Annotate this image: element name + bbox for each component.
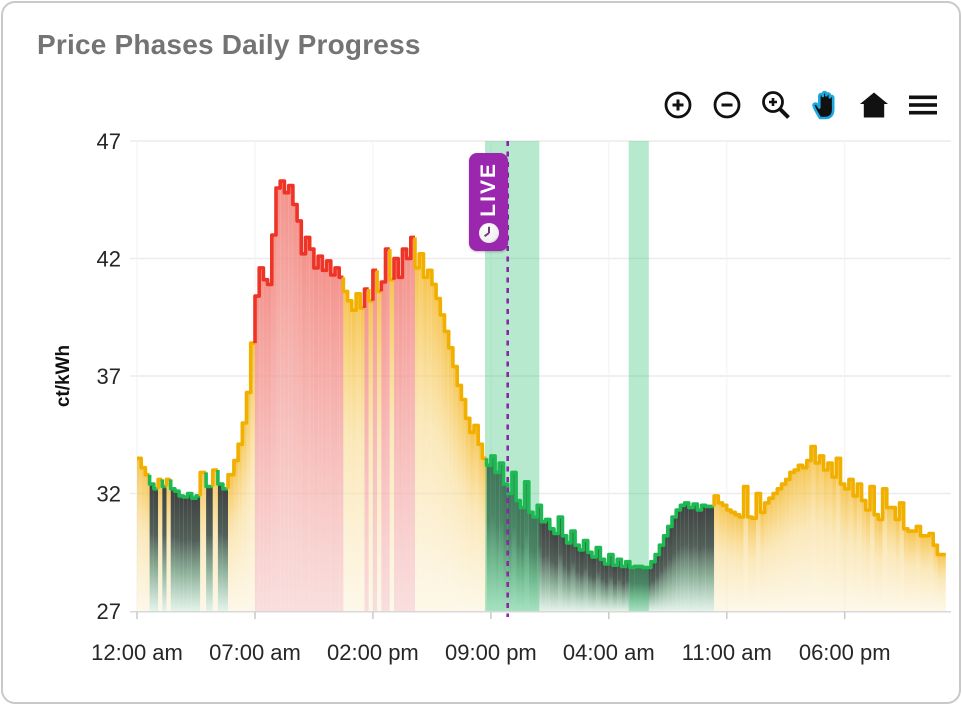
menu-icon	[907, 89, 939, 121]
svg-text:47: 47	[97, 129, 121, 154]
svg-text:27: 27	[97, 599, 121, 624]
zoom-out-button[interactable]	[707, 85, 747, 125]
zoom-in-button[interactable]	[658, 85, 698, 125]
zoom-out-icon	[711, 89, 743, 121]
menu-button[interactable]	[903, 85, 943, 125]
svg-text:04:00 am: 04:00 am	[563, 640, 655, 665]
live-badge-label: LIVE	[477, 162, 500, 217]
price-area-fills	[137, 181, 946, 612]
home-button[interactable]	[854, 85, 894, 125]
svg-text:09:00 pm: 09:00 pm	[445, 640, 537, 665]
zoom-in-icon	[662, 89, 694, 121]
pan-icon	[808, 88, 842, 122]
pan-button[interactable]	[805, 85, 845, 125]
svg-text:07:00 am: 07:00 am	[209, 640, 301, 665]
svg-text:06:00 pm: 06:00 pm	[799, 640, 891, 665]
svg-text:11:00 am: 11:00 am	[682, 640, 772, 665]
chart-toolbar	[658, 85, 943, 125]
highlight-bands	[485, 141, 649, 611]
page-title: Price Phases Daily Progress	[37, 29, 421, 60]
price-phases-chart[interactable]: 12:00 am 07:00 am 02:00 pm 09:00 pm 04:00 am…	[3, 3, 961, 704]
box-zoom-button[interactable]	[756, 85, 796, 125]
svg-text:02:00 pm: 02:00 pm	[327, 640, 419, 665]
price-line	[137, 179, 946, 570]
home-icon	[857, 88, 891, 122]
svg-text:37: 37	[97, 364, 121, 389]
svg-text:42: 42	[97, 247, 121, 272]
svg-text:32: 32	[97, 482, 121, 507]
clock-icon	[478, 222, 500, 244]
y-axis-title: ct/kWh	[53, 345, 74, 407]
plot-area[interactable]	[130, 141, 951, 611]
svg-text:12:00 am: 12:00 am	[91, 640, 183, 665]
box-zoom-icon	[760, 89, 792, 121]
x-axis: 12:00 am 07:00 am 02:00 pm 09:00 pm 04:00 am…	[91, 611, 951, 665]
live-badge: LIVE	[469, 153, 508, 251]
y-axis: 27 32 37 42 47 ct/kWh	[53, 129, 121, 624]
